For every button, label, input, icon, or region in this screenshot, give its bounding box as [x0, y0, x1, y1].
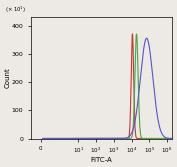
- X-axis label: FITC-A: FITC-A: [91, 157, 113, 163]
- Text: ($\times$ 10$^1$): ($\times$ 10$^1$): [5, 4, 26, 15]
- Y-axis label: Count: Count: [4, 67, 10, 88]
